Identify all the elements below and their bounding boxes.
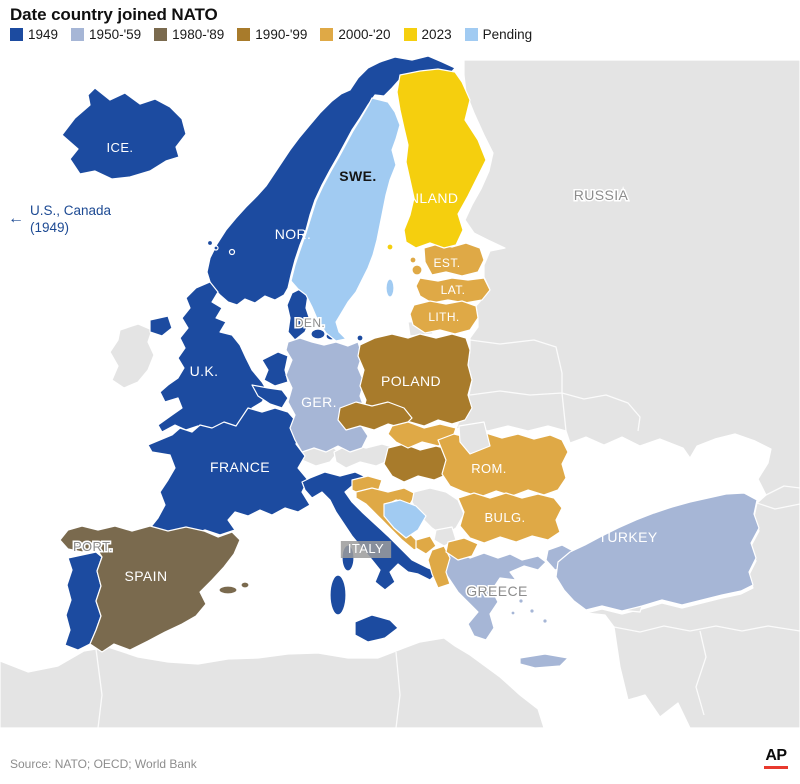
country-faroe	[206, 239, 214, 247]
country-finland	[396, 68, 487, 249]
internal-borders	[95, 339, 800, 729]
country-aegean-islands	[510, 610, 516, 616]
country-france	[147, 407, 311, 536]
legend-swatch	[320, 28, 334, 41]
country-greece	[441, 551, 547, 641]
country-estonian-islands	[409, 256, 417, 264]
ap-logo-red-rule	[764, 766, 788, 769]
country-aland	[386, 243, 394, 251]
legend-item: 2000-'20	[320, 27, 391, 42]
country-belgium	[251, 384, 289, 409]
legend-item: 1990-'99	[237, 27, 307, 42]
map-label-port: PORT.	[73, 539, 113, 554]
page-title: Date country joined NATO	[10, 5, 218, 24]
legend-label: 1990-'99	[255, 27, 308, 42]
country-estonian-islands	[411, 264, 423, 276]
country-iceland	[61, 87, 187, 180]
country-balearics	[240, 581, 250, 589]
legend-label: Pending	[482, 27, 533, 42]
legend-item: 1950-'59	[71, 27, 141, 42]
country-aegean-islands	[518, 598, 524, 604]
label-box	[340, 541, 392, 558]
country-montenegro	[415, 535, 437, 555]
country-northern-ireland	[149, 315, 173, 337]
country-crete	[519, 653, 569, 669]
legend-swatch	[154, 28, 168, 41]
ap-logo: AP	[764, 747, 788, 769]
europe-map: ICE. NOR. SWE. FINLAND RUSSIA EST. LAT. LITH. DE…	[0, 55, 800, 735]
map-label-lat: LAT.	[441, 283, 466, 297]
country-sardinia	[329, 574, 347, 616]
map-label-italy: ITALY	[348, 541, 384, 556]
map-label-poland: POLAND	[381, 373, 441, 389]
map-label-rom: ROM.	[471, 461, 507, 476]
ap-logo-text: AP	[765, 747, 787, 764]
annotation-line1: U.S., Canada	[30, 203, 112, 218]
country-bosnia	[383, 499, 427, 539]
country-spain	[59, 525, 241, 653]
country-sweden	[290, 97, 401, 342]
map-label-nor: NOR.	[275, 226, 312, 242]
country-bornholm	[356, 334, 364, 342]
us-canada-annotation: ← U.S., Canada (1949)	[8, 203, 111, 237]
country-netherlands	[261, 351, 289, 387]
left-arrow-icon: ←	[8, 210, 24, 227]
legend-item: 2023	[403, 27, 452, 42]
legend-label: 1949	[28, 27, 59, 42]
map-labels: ICE. NOR. SWE. FINLAND RUSSIA EST. LAT. LITH. DE…	[71, 140, 657, 601]
map-label-finland: FINLAND	[396, 190, 459, 206]
country-aegean-islands	[529, 608, 535, 614]
map-label-swe: SWE.	[339, 168, 376, 184]
legend-swatch	[71, 28, 85, 41]
map-label-spain: SPAIN	[125, 568, 168, 584]
legend-item: 1949	[10, 27, 58, 42]
country-latvia	[415, 277, 491, 304]
legend-swatch	[403, 28, 417, 41]
map-label-ger: GER.	[301, 394, 337, 410]
map-label-ice: ICE.	[107, 140, 134, 155]
country-lithuania	[409, 300, 479, 335]
legend: 1949 1950-'59 1980-'89 1990-'99 2000-'20 2023…	[10, 27, 532, 42]
legend-label: 2023	[421, 27, 452, 42]
legend-swatch	[10, 28, 23, 41]
map-label-est: EST.	[434, 256, 461, 270]
country-balearics	[218, 585, 238, 595]
map-label-russia: RUSSIA	[574, 187, 629, 203]
country-shetland	[228, 248, 236, 256]
map-label-bulg: BULG.	[484, 510, 525, 525]
map-label-den: DEN.	[295, 316, 325, 330]
legend-label: 1950-'59	[89, 27, 142, 42]
map-label-france: FRANCE	[210, 459, 270, 475]
legend-label: 2000-'20	[338, 27, 391, 42]
country-north-macedonia	[445, 537, 479, 561]
country-aegean-islands	[542, 618, 548, 624]
legend-label: 1980-'89	[172, 27, 225, 42]
country-russia-region	[455, 59, 800, 729]
legend-item: 1980-'89	[154, 27, 224, 42]
map-label-uk: U.K.	[190, 363, 219, 379]
country-sicily	[354, 614, 399, 643]
country-ireland	[109, 323, 155, 389]
country-denmark-islands	[310, 328, 326, 340]
country-faroe	[213, 245, 219, 251]
country-gotland	[385, 278, 395, 298]
annotation-line2: (1949)	[30, 219, 70, 235]
legend-swatch	[237, 28, 251, 41]
legend-item: Pending	[464, 27, 533, 42]
country-turkey	[555, 492, 760, 612]
source-text: Source: NATO; OECD; World Bank	[10, 757, 197, 771]
map-label-lith: LITH.	[428, 310, 459, 324]
legend-swatch	[464, 28, 478, 41]
map-label-turkey: TURKEY	[598, 529, 657, 545]
country-north-africa	[0, 637, 545, 729]
country-moldova	[458, 421, 491, 455]
map-label-greece: GREECE	[466, 583, 528, 599]
country-bulgaria	[457, 492, 563, 544]
